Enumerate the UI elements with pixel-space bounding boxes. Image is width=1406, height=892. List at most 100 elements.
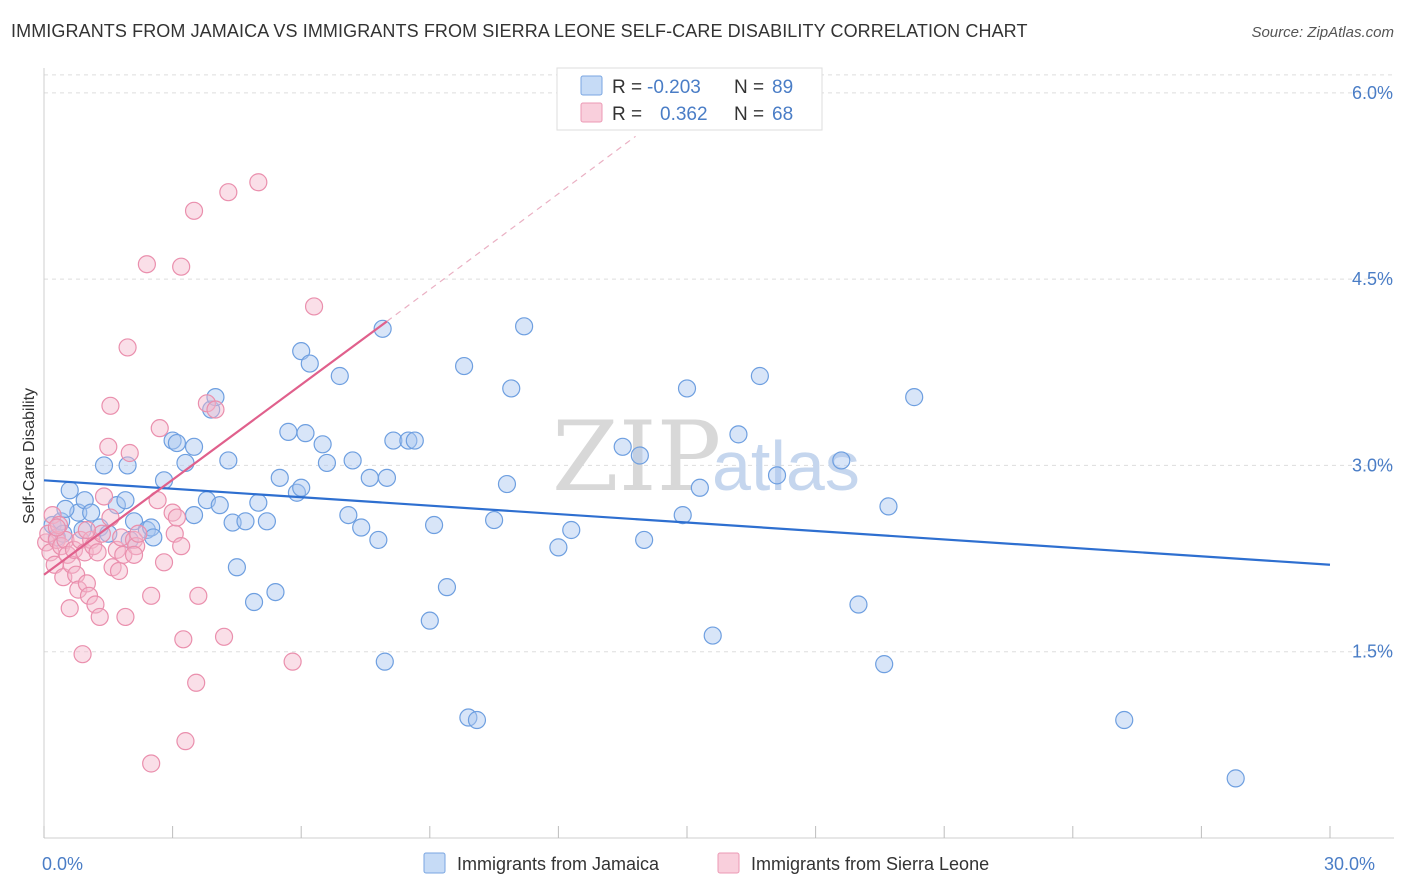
sierra-leone-point	[77, 520, 96, 540]
sierra-leone-point	[47, 518, 66, 537]
legend-r-value-2: 0.362	[660, 104, 708, 125]
bottom-legend-label-jamaica: Immigrants from Jamaica	[457, 854, 660, 874]
sierra-leone-point	[129, 524, 148, 543]
sierra-leone-point	[184, 201, 204, 220]
jamaica-point	[703, 626, 722, 645]
y-tick-label: 4.5%	[1352, 269, 1393, 289]
jamaica-point	[296, 424, 315, 443]
jamaica-point	[227, 558, 246, 577]
sierra-leone-point	[206, 400, 225, 419]
jamaica-point	[330, 366, 349, 386]
y-tick-label: 1.5%	[1352, 642, 1393, 662]
jamaica-point	[502, 379, 521, 398]
legend-r-label-2: R =	[612, 104, 642, 125]
sierra-leone-point	[90, 607, 109, 627]
watermark-zip: ZIP	[552, 401, 721, 513]
jamaica-point	[399, 431, 418, 450]
sierra-leone-point	[101, 508, 120, 527]
bottom-legend-label-sierra-leone: Immigrants from Sierra Leone	[751, 854, 989, 874]
trend-line-sierra-leone	[43, 320, 388, 576]
jamaica-point	[905, 388, 924, 407]
sierra-leone-point	[189, 586, 208, 605]
gridlines	[44, 74, 1394, 653]
x-tick-label-min: 0.0%	[42, 854, 83, 874]
x-ticks	[43, 826, 1331, 838]
sierra-leone-point	[116, 607, 135, 627]
jamaica-point	[767, 466, 787, 485]
jamaica-point	[219, 451, 238, 470]
jamaica-point	[292, 478, 311, 497]
jamaica-point	[677, 379, 697, 398]
jamaica-point	[360, 468, 379, 487]
jamaica-point	[249, 493, 268, 512]
y-tick-labels: 1.5% 3.0% 4.5% 6.0%	[1352, 83, 1393, 662]
trend-lines	[43, 135, 1331, 576]
watermark: ZIP atlas	[552, 401, 860, 513]
chart-source: Source: ZipAtlas.com	[1251, 24, 1394, 41]
jamaica-point	[1115, 710, 1134, 730]
jamaica-point	[562, 520, 581, 540]
jamaica-point	[167, 433, 186, 453]
jamaica-point	[424, 515, 444, 535]
sierra-leone-point	[219, 183, 238, 202]
y-tick-label: 6.0%	[1352, 83, 1393, 103]
bottom-legend-swatch-jamaica	[423, 852, 446, 874]
jamaica-point	[613, 437, 632, 456]
trend-line-jamaica	[43, 479, 1331, 566]
sierra-leone-point	[150, 419, 169, 438]
legend-swatch-jamaica	[580, 75, 603, 96]
sierra-leone-point	[94, 487, 114, 506]
axes	[43, 68, 1394, 839]
sierra-leone-point	[154, 553, 174, 572]
jamaica-point	[317, 453, 337, 473]
sierra-leone-point	[174, 630, 193, 649]
sierra-leone-point	[99, 437, 118, 456]
jamaica-point	[184, 437, 204, 456]
sierra-leone-point	[62, 555, 81, 574]
jamaica-point	[223, 513, 242, 532]
sierra-leone-point	[187, 673, 206, 692]
jamaica-point	[635, 530, 654, 550]
series-sierra-leone-points	[37, 173, 324, 773]
jamaica-point	[210, 496, 229, 515]
sierra-leone-point	[60, 599, 79, 618]
sierra-leone-point	[167, 508, 186, 527]
jamaica-point	[144, 528, 163, 547]
jamaica-point	[292, 342, 311, 361]
jamaica-point	[300, 354, 319, 373]
series-jamaica-points	[43, 317, 1245, 788]
sierra-leone-point	[249, 173, 268, 192]
jamaica-point	[279, 422, 298, 441]
jamaica-point	[270, 468, 289, 487]
jamaica-point	[1226, 769, 1245, 788]
jamaica-point	[257, 512, 277, 531]
jamaica-point	[832, 451, 851, 470]
jamaica-point	[244, 592, 264, 612]
bottom-legend: Immigrants from Jamaica Immigrants from …	[423, 852, 989, 874]
sierra-leone-point	[304, 297, 324, 316]
sierra-leone-point	[64, 540, 84, 559]
jamaica-point	[405, 431, 424, 450]
jamaica-point	[116, 491, 135, 510]
jamaica-point	[94, 456, 114, 475]
sierra-leone-point	[172, 257, 191, 276]
sierra-leone-point	[88, 543, 107, 562]
sierra-leone-point	[176, 732, 195, 751]
sierra-leone-point	[114, 545, 133, 564]
jamaica-point	[879, 497, 898, 516]
jamaica-point	[377, 468, 397, 487]
jamaica-point	[339, 505, 358, 525]
sierra-leone-point	[124, 545, 144, 564]
sierra-leone-point	[142, 754, 161, 773]
sierra-leone-point	[142, 586, 161, 605]
trend-line-sierra-leone-extension	[386, 135, 636, 322]
sierra-leone-point	[120, 443, 139, 463]
jamaica-point	[729, 425, 748, 444]
sierra-leone-point	[283, 652, 302, 671]
y-axis-label: Self-Care Disability	[21, 388, 38, 524]
sierra-leone-point	[73, 645, 92, 664]
jamaica-point	[515, 317, 534, 336]
jamaica-point	[82, 503, 101, 522]
legend-n-value-2: 68	[772, 104, 793, 125]
